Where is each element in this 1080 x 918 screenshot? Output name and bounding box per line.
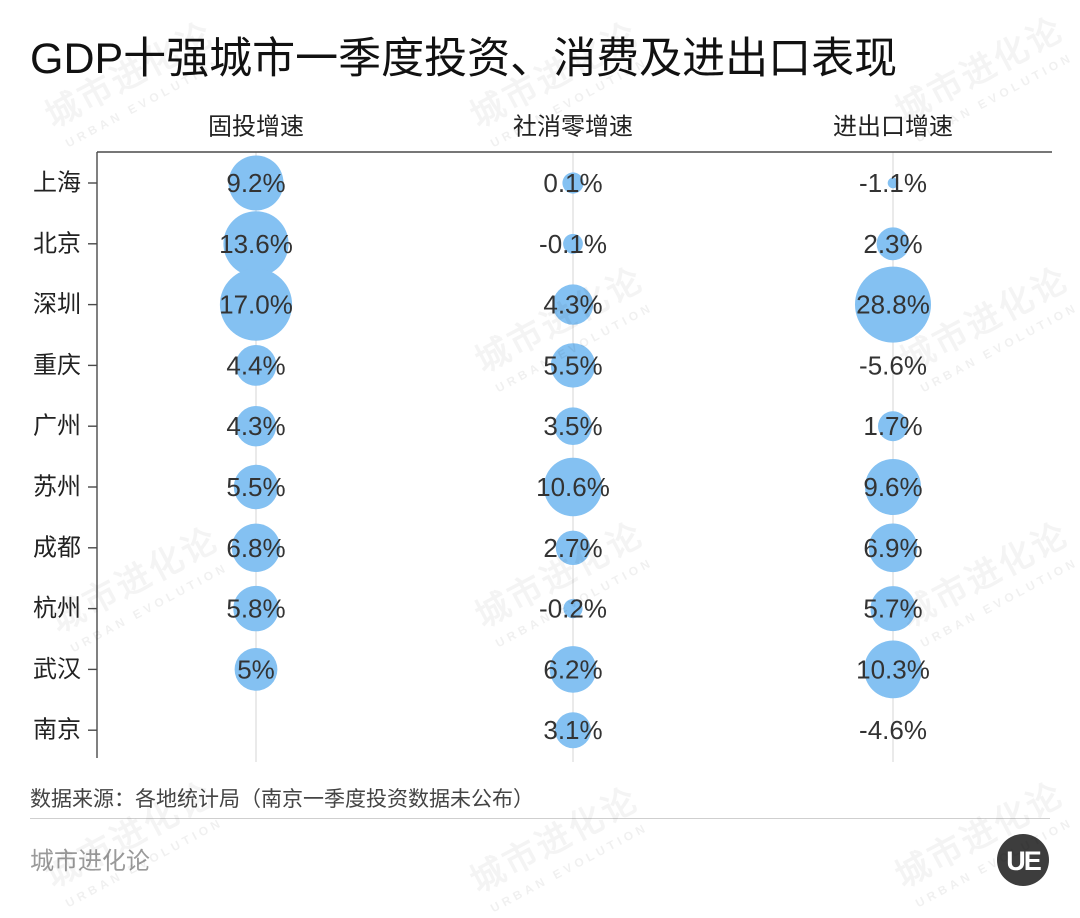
value-bubble xyxy=(864,640,922,699)
value-bubble xyxy=(562,172,584,194)
city-label: 南京 xyxy=(33,717,81,744)
value-label: -5.6% xyxy=(859,350,927,380)
value-label: 9.2% xyxy=(226,168,285,198)
value-bubble xyxy=(563,233,583,254)
value-label: 10.3% xyxy=(856,654,930,684)
value-label: 0.1% xyxy=(543,168,602,198)
value-label: 3.1% xyxy=(543,715,602,745)
city-label: 上海 xyxy=(33,170,81,197)
value-label: 2.7% xyxy=(543,533,602,563)
value-bubble xyxy=(555,712,591,749)
value-label: 5.5% xyxy=(226,472,285,502)
city-label: 杭州 xyxy=(33,595,81,622)
column-header: 社消零增速 xyxy=(513,114,633,141)
city-label: 重庆 xyxy=(33,352,81,379)
value-bubble xyxy=(870,586,916,632)
value-bubble xyxy=(543,457,603,517)
value-label: 4.3% xyxy=(226,411,285,441)
value-bubble xyxy=(233,585,279,632)
value-label: 13.6% xyxy=(219,229,293,259)
value-label: 5.7% xyxy=(863,594,922,624)
value-bubble xyxy=(233,464,279,510)
value-label: -4.6% xyxy=(859,715,927,745)
value-label: 6.2% xyxy=(543,654,602,684)
logo-badge xyxy=(997,834,1049,886)
value-label: 10.6% xyxy=(536,472,610,502)
value-bubble xyxy=(887,177,899,189)
bubbles xyxy=(219,155,931,749)
brand-logo: UE xyxy=(997,834,1049,886)
value-label: 5.5% xyxy=(543,350,602,380)
value-label: 17.0% xyxy=(219,290,293,320)
logo-lettering: UE xyxy=(1006,846,1040,876)
city-label: 武汉 xyxy=(33,656,81,683)
column-headers: 固投增速 社消零增速 进出口增速 xyxy=(208,114,953,141)
value-label: 4.4% xyxy=(226,350,285,380)
city-label: 深圳 xyxy=(33,291,81,318)
value-bubble xyxy=(231,523,281,572)
value-label: 28.8% xyxy=(856,290,930,320)
value-label: 3.5% xyxy=(543,411,602,441)
column-header: 固投增速 xyxy=(208,114,304,141)
value-label: 1.7% xyxy=(863,411,922,441)
column-header: 进出口增速 xyxy=(833,114,953,141)
data-source-note: 数据来源：各地统计局（南京一季度投资数据未公布） xyxy=(30,788,534,811)
value-bubble xyxy=(235,406,277,447)
value-bubble xyxy=(855,266,931,343)
footer-divider xyxy=(30,818,1050,819)
footer-brand-name: 城市进化论 xyxy=(30,848,150,875)
city-label: 北京 xyxy=(33,230,81,257)
value-labels: 9.2% 13.6% 17.0% 4.4% 4.3% 5.5% 6.8% 5.8% 5% 0.1%… xyxy=(219,168,930,745)
value-label: 4.3% xyxy=(543,290,602,320)
city-label: 广州 xyxy=(33,413,81,440)
value-bubble xyxy=(554,407,592,446)
value-label: -0.1% xyxy=(539,229,607,259)
value-bubble xyxy=(550,343,596,388)
city-label: 苏州 xyxy=(33,474,81,501)
value-bubble xyxy=(223,211,289,277)
value-bubble xyxy=(235,345,277,386)
value-bubble xyxy=(219,268,293,341)
value-label: 5% xyxy=(237,654,275,684)
value-bubble xyxy=(868,523,918,573)
chart-title: GDP十强城市一季度投资、消费及进出口表现 xyxy=(30,35,898,83)
value-label: 2.3% xyxy=(863,229,922,259)
value-bubble xyxy=(563,599,583,619)
value-bubble xyxy=(234,648,278,691)
value-bubble xyxy=(876,227,910,261)
value-label: 6.9% xyxy=(863,533,922,563)
value-bubble xyxy=(555,530,591,565)
value-label: 5.8% xyxy=(226,594,285,624)
value-label: 6.8% xyxy=(226,533,285,563)
value-label: -0.2% xyxy=(539,594,607,624)
value-label: 9.6% xyxy=(863,472,922,502)
value-bubble xyxy=(552,284,594,325)
value-label: -1.1% xyxy=(859,168,927,198)
value-bubble xyxy=(228,155,284,211)
city-label: 成都 xyxy=(33,534,81,561)
value-bubble xyxy=(865,459,921,515)
value-bubble xyxy=(549,646,597,693)
value-bubble xyxy=(878,411,908,442)
